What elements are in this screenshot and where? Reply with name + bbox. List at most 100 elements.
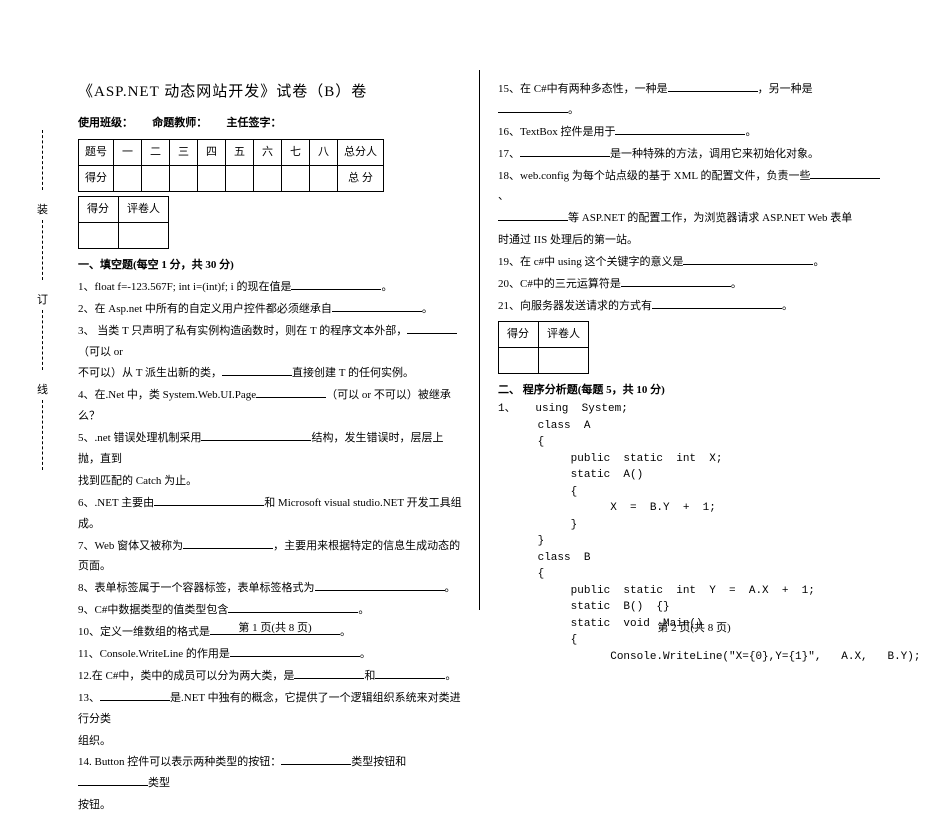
table-row: 得分 评卷人 <box>79 197 169 223</box>
cell: 总 分 <box>338 166 384 192</box>
section-title: 一、填空题(每空 1 分，共 30 分) <box>78 255 465 276</box>
question-15: 15、在 C#中有两种多态性，一种是，另一种是。 <box>498 79 882 121</box>
table-row: 得分 总 分 <box>79 166 384 192</box>
question-21: 21、向服务器发送请求的方式有。 <box>498 296 882 317</box>
question-3: 3、 当类 T 只声明了私有实例构造函数时，则在 T 的程序文本外部，（可以 o… <box>78 321 465 363</box>
binding-dash <box>42 220 43 280</box>
sign-label: 主任签字： <box>227 117 282 129</box>
q-text: 21、向服务器发送请求的方式有 <box>498 300 652 312</box>
fill-blank <box>315 579 445 591</box>
fill-blank <box>375 667 445 679</box>
exam-page-spread: 装 订 线 《ASP.NET 动态网站开发》试卷（B）卷 使用班级： 命题教师：… <box>0 0 945 655</box>
cell <box>499 347 539 373</box>
cell: 得分 <box>79 166 114 192</box>
fill-blank <box>222 364 292 376</box>
section-2-title: 二、 程序分析题(每题 5，共 10 分) <box>498 380 882 401</box>
cell: 一 <box>114 140 142 166</box>
q-text: 13、 <box>78 692 100 704</box>
fill-blank <box>621 275 731 287</box>
page-2: 15、在 C#中有两种多态性，一种是，另一种是。 16、TextBox 控件是用… <box>480 70 890 610</box>
cell <box>114 166 142 192</box>
teacher-label: 命题教师： <box>152 117 207 129</box>
q-text: 直接创建 T 的任何实例。 <box>292 367 414 379</box>
cell: 得分 <box>79 197 119 223</box>
fill-blank <box>78 774 148 786</box>
cell: 得分 <box>499 321 539 347</box>
question-18: 18、web.config 为每个站点级的基于 XML 的配置文件，负责一些、 <box>498 166 882 208</box>
question-14-cont: 按钮。 <box>78 795 465 816</box>
fill-blank <box>810 167 880 179</box>
q-text: 16、TextBox 控件是用于 <box>498 126 615 138</box>
q-text: 8、表单标签属于一个容器标签，表单标签格式为 <box>78 582 315 594</box>
question-11: 11、Console.WriteLine 的作用是。 <box>78 644 465 665</box>
fill-blank <box>652 297 782 309</box>
header-info: 使用班级： 命题教师： 主任签字： <box>78 113 465 134</box>
fill-blank <box>183 537 273 549</box>
cell: 二 <box>142 140 170 166</box>
q-text: 9、C#中数据类型的值类型包含 <box>78 604 228 616</box>
cell <box>226 166 254 192</box>
fill-blank <box>291 278 381 290</box>
q-text: 类型按钮和 <box>351 756 406 768</box>
q-text: 1、float f=-123.567F; int i=(int)f; i 的现在… <box>78 281 291 293</box>
question-6: 6、.NET 主要由和 Microsoft visual studio.NET … <box>78 493 465 535</box>
q-text: 19、在 c#中 using 这个关键字的意义是 <box>498 256 683 268</box>
cell: 评卷人 <box>539 321 589 347</box>
q-text: 7、Web 窗体又被称为 <box>78 540 183 552</box>
fill-blank <box>407 322 457 334</box>
fill-blank <box>210 623 340 635</box>
cell <box>539 347 589 373</box>
q-text: 18、web.config 为每个站点级的基于 XML 的配置文件，负责一些 <box>498 170 810 182</box>
cell: 七 <box>282 140 310 166</box>
cell: 八 <box>310 140 338 166</box>
q-text: 和 <box>364 670 375 682</box>
binding-dash <box>42 400 43 470</box>
question-13: 13、是.NET 中独有的概念，它提供了一个逻辑组织系统来对类进行分类 <box>78 688 465 730</box>
cell: 三 <box>170 140 198 166</box>
fill-blank <box>615 123 745 135</box>
question-8: 8、表单标签属于一个容器标签，表单标签格式为。 <box>78 578 465 599</box>
binding-margin: 装 订 线 <box>28 0 58 655</box>
cell <box>119 223 169 249</box>
q-text: ，另一种是 <box>758 83 813 95</box>
q-text: 6、.NET 主要由 <box>78 497 154 509</box>
q-text: 4、在.Net 中，类 System.Web.UI.Page <box>78 389 256 401</box>
fill-blank <box>100 689 170 701</box>
question-20: 20、C#中的三元运算符是。 <box>498 274 882 295</box>
table-row <box>79 223 169 249</box>
cell: 评卷人 <box>119 197 169 223</box>
q-text: 2、在 Asp.net 中所有的自定义用户控件都必须继承自 <box>78 303 332 315</box>
q-text: 类型 <box>148 777 170 789</box>
table-row: 得分 评卷人 <box>499 321 589 347</box>
cell <box>310 166 338 192</box>
cell <box>142 166 170 192</box>
fill-blank <box>228 601 358 613</box>
question-3-cont: 不可以）从 T 派生出新的类，直接创建 T 的任何实例。 <box>78 363 465 384</box>
cell <box>254 166 282 192</box>
fill-blank <box>201 429 311 441</box>
fill-blank <box>294 667 364 679</box>
question-17: 17、是一种特殊的方法，调用它来初始化对象。 <box>498 144 882 165</box>
q-text: 15、在 C#中有两种多态性，一种是 <box>498 83 668 95</box>
question-12: 12.在 C#中，类中的成员可以分为两大类，是和。 <box>78 666 465 687</box>
class-label: 使用班级： <box>78 117 133 129</box>
question-9: 9、C#中数据类型的值类型包含。 <box>78 600 465 621</box>
q-text: 14. Button 控件可以表示两种类型的按钮： <box>78 756 281 768</box>
q-text: 11、Console.WriteLine 的作用是 <box>78 648 230 660</box>
question-1: 1、float f=-123.567F; int i=(int)f; i 的现在… <box>78 277 465 298</box>
question-16: 16、TextBox 控件是用于。 <box>498 122 882 143</box>
score-table: 题号 一 二 三 四 五 六 七 八 总分人 得分 总 分 <box>78 139 384 192</box>
cell <box>282 166 310 192</box>
fill-blank <box>520 145 610 157</box>
q-text: 12.在 C#中，类中的成员可以分为两大类，是 <box>78 670 294 682</box>
fill-blank <box>332 300 422 312</box>
exam-title: 《ASP.NET 动态网站开发》试卷（B）卷 <box>78 78 465 107</box>
question-5-cont: 找到匹配的 Catch 为止。 <box>78 471 465 492</box>
question-18-cont: 等 ASP.NET 的配置工作，为浏览器请求 ASP.NET Web 表单 <box>498 208 882 229</box>
cell <box>170 166 198 192</box>
grader-table-2: 得分 评卷人 <box>498 321 589 374</box>
cell <box>79 223 119 249</box>
fill-blank <box>230 645 360 657</box>
q-text: 20、C#中的三元运算符是 <box>498 278 621 290</box>
q-text: 是一种特殊的方法，调用它来初始化对象。 <box>610 148 819 160</box>
